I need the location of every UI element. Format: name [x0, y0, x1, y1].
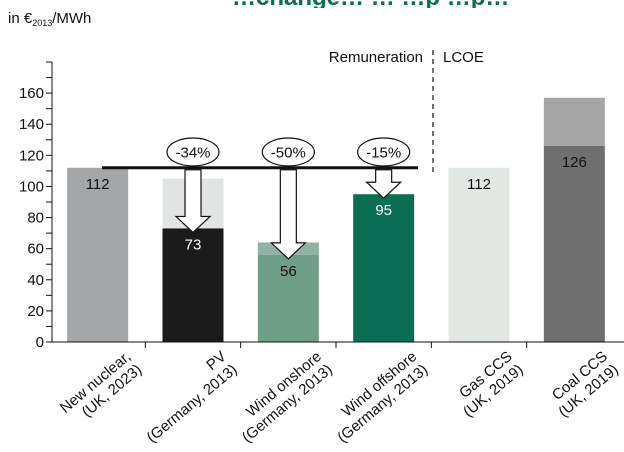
- section-label-remuneration: Remuneration: [329, 49, 423, 66]
- reduction-arrow: [269, 169, 307, 260]
- category-label: Coal CCS(UK, 2019): [544, 348, 621, 421]
- change-badge: [166, 137, 220, 167]
- category-label-line2: (Germany, 2013): [144, 361, 241, 446]
- bar-value-label: 56: [280, 263, 297, 280]
- category-label: New nuclear,(UK, 2023): [57, 348, 145, 430]
- unit-prefix: in €: [8, 10, 33, 27]
- bar-upper-segment: [543, 97, 605, 146]
- change-label: -15%: [366, 145, 401, 162]
- chart-title: …change… … …p …p…: [232, 0, 509, 8]
- bar: [67, 167, 129, 342]
- y-tick-label: 0: [36, 334, 44, 351]
- change-label: -34%: [175, 145, 210, 162]
- y-tick-label: 120: [19, 147, 44, 164]
- change-badge: [357, 137, 411, 167]
- reduction-arrow: [174, 169, 212, 234]
- bar-value-label: 126: [562, 154, 587, 171]
- unit-suffix: /MWh: [52, 10, 92, 27]
- unit-subscript: 2013: [32, 18, 53, 28]
- bar: [257, 254, 319, 342]
- bar-value-label: 112: [467, 176, 491, 193]
- y-tick-label: 40: [27, 272, 44, 289]
- category-label: Wind onshore(Germany, 2013): [228, 348, 336, 446]
- y-tick-label: 100: [19, 178, 44, 195]
- bar: [162, 228, 224, 342]
- y-tick-label: 20: [27, 303, 44, 320]
- y-tick-label: 80: [27, 210, 44, 227]
- y-tick-label: 160: [19, 85, 44, 102]
- change-label: -50%: [271, 145, 306, 162]
- bar: [353, 194, 415, 342]
- category-label: Wind offshore(Germany, 2013): [323, 348, 431, 446]
- reduction-arrow: [365, 169, 403, 200]
- bar-value-label: 112: [86, 176, 110, 193]
- y-tick-label: 60: [27, 241, 44, 258]
- category-label: PV(Germany, 2013): [133, 348, 241, 446]
- chart-title-clipped: …change… … …p …p…: [0, 0, 624, 8]
- bar: [448, 167, 510, 342]
- category-label: Gas CCS(UK, 2019): [449, 348, 526, 421]
- y-tick-label: 140: [19, 116, 44, 133]
- unit-label: in €2013/MWh: [8, 10, 91, 28]
- bar: [543, 146, 605, 342]
- bar-value-label: 95: [375, 202, 392, 219]
- bar-value-label: 73: [185, 236, 202, 253]
- change-badge: [261, 137, 315, 167]
- section-label-lcoe: LCOE: [443, 49, 484, 66]
